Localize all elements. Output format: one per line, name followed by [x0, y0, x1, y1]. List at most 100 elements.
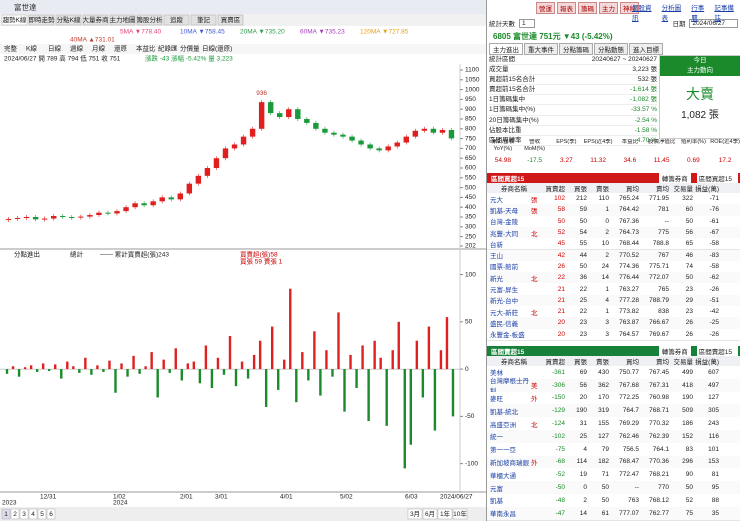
column-label: 買賣超	[545, 186, 566, 193]
header-link[interactable]: 分析圖表	[661, 5, 682, 22]
broker-row[interactable]: 華南永昌 -47 14 61 777.07 762.77 75 35	[487, 506, 740, 521]
tab[interactable]	[55, 14, 82, 26]
page-tab[interactable]	[37, 508, 47, 520]
net-bar	[144, 366, 147, 370]
toolbar-item[interactable]: 還原	[114, 44, 128, 53]
sub-total: 總計	[70, 250, 84, 259]
header-link[interactable]: 記事備註	[714, 5, 734, 22]
tab[interactable]	[136, 14, 163, 26]
net-bar	[367, 369, 370, 422]
net-bar	[234, 369, 238, 387]
broker-row[interactable]: 元大 張 102 212 110 765.24 771.95 322 -71	[487, 193, 740, 206]
candle-body	[132, 203, 138, 208]
broker-value: 764.73	[619, 229, 639, 237]
toolbar-item[interactable]: 本益比	[136, 44, 156, 53]
header-link[interactable]: 個股資訊	[632, 5, 652, 22]
broker-row[interactable]: 新加坡商瑞銀外 -68 114 182 768.47 770.36 296 153	[487, 455, 740, 470]
table-option[interactable]: 區間賣超15	[696, 346, 738, 356]
net-bar	[289, 288, 292, 370]
tab[interactable]	[190, 14, 217, 26]
broker-value: -58	[709, 262, 719, 270]
x-date-label: 12/31	[40, 494, 57, 501]
page-tab[interactable]	[10, 508, 20, 520]
stat-value: -1,614 張	[630, 86, 657, 94]
header-button[interactable]: 報表	[557, 2, 576, 14]
ma-legend: 120MA ▼727.85	[360, 29, 409, 36]
candle-body	[195, 175, 202, 184]
broker-row[interactable]: 元富 -50 0 50 -- 770 50 95	[487, 481, 740, 495]
page-tab-label: 2	[13, 511, 17, 518]
toolbar-item[interactable]: K線	[26, 44, 37, 53]
range-tab[interactable]	[407, 508, 423, 520]
y-tick-label: 500	[465, 184, 476, 191]
header-button[interactable]: 神秘	[620, 2, 639, 14]
net-bar	[156, 369, 159, 398]
toolbar-item[interactable]: 日線	[48, 44, 62, 53]
broker-value: 22	[557, 274, 565, 282]
broker-value: 22	[579, 308, 587, 316]
y-tick-label: 300	[465, 224, 476, 231]
toolbar-item[interactable]: 分價量	[180, 44, 200, 53]
tab[interactable]	[217, 14, 244, 26]
net-bar	[361, 345, 364, 370]
toolbar-item[interactable]: 日線(還原)	[202, 44, 232, 53]
header-button[interactable]: 營運	[536, 2, 555, 14]
broker-row[interactable]: 麥旺 外 -150 20 170 772.25 760.98 190 127	[487, 391, 740, 406]
date-input[interactable]: 2024/06/27	[689, 18, 738, 28]
broker-value: 763.87	[619, 319, 639, 327]
table-option[interactable]: 區間買超15	[696, 173, 738, 183]
page-tab[interactable]	[19, 508, 29, 520]
tab[interactable]	[109, 14, 136, 26]
ma-legend: 5MA ▼778.40	[120, 29, 162, 36]
page-tab[interactable]	[1, 508, 11, 520]
broker-row[interactable]: 第一一亞 -75 4 79 756.5 764.1 83 101	[487, 442, 740, 457]
sub-title: 分點進出	[14, 250, 40, 259]
net-bar	[78, 369, 81, 373]
broker-value: 25	[579, 432, 587, 440]
range-tab[interactable]	[452, 508, 468, 520]
tab[interactable]	[82, 14, 109, 26]
table-select[interactable]: 轉籌券商	[658, 173, 691, 183]
broker-value: 190	[682, 394, 693, 402]
broker-row[interactable]: 統一 -102 25 127 762.46 762.39 152 116	[487, 430, 740, 444]
broker-value: 764.1	[652, 445, 669, 453]
days-select[interactable]: 1	[519, 18, 535, 28]
toolbar-item[interactable]: 完整	[4, 44, 18, 53]
right-tab[interactable]: 主力進出	[489, 43, 523, 55]
right-tab[interactable]: 分點動態	[594, 43, 628, 55]
broker-value: 10	[601, 240, 609, 248]
page-tab[interactable]	[28, 508, 38, 520]
broker-row[interactable]: 高盛亞洲 北 -124 31 155 769.29 770.32 186 243	[487, 417, 740, 431]
x-date-label: 3/01	[215, 494, 228, 501]
net-bar	[385, 369, 388, 426]
toolbar-item[interactable]: 週線	[70, 44, 84, 53]
broker-row[interactable]: 永豐金-板盛 20 23 3 764.57 769.67 26 -26	[487, 328, 740, 341]
right-tab[interactable]: 分點籌碼	[559, 43, 593, 55]
broker-row[interactable]: 凱基-統北 -129 190 319 764.7 768.71 509 305	[487, 404, 740, 419]
fund-headers: 累計營收YoY(%) 營收MoM(%) EPS(季) EPS(近4季) 本益比 股價淨值比…	[487, 139, 740, 153]
ma-legend: 20MA ▼735.20	[240, 29, 285, 36]
tab[interactable]	[28, 14, 55, 26]
header-button[interactable]: 籌碼	[578, 2, 597, 14]
range-tab[interactable]	[422, 508, 438, 520]
net-bar	[228, 336, 232, 370]
broker-row[interactable]: 凱基 -48 2 50 763 768.12 52 88	[487, 494, 740, 508]
table-select[interactable]: 轉籌券商	[658, 346, 691, 356]
toolbar-item[interactable]: 紀錄匯	[158, 44, 178, 53]
range-tab[interactable]	[437, 508, 453, 520]
toolbar-item[interactable]: 月線	[92, 44, 106, 53]
tab[interactable]	[1, 14, 28, 26]
broker-name: 台灣-金陵	[490, 219, 519, 227]
header-link[interactable]: 行事曆	[691, 5, 705, 22]
broker-tag: 張	[531, 196, 538, 204]
tab[interactable]	[163, 14, 190, 26]
header-button[interactable]: 主力	[599, 2, 618, 14]
broker-value: 88	[711, 496, 719, 504]
right-tab[interactable]: 重大事件	[524, 43, 558, 55]
right-tab[interactable]: 進入目標	[629, 43, 663, 55]
broker-value: 768.47	[619, 458, 639, 466]
broker-row[interactable]: 華櫃大通 -52 19 71 772.47 768.21 90 81	[487, 468, 740, 483]
page-tab[interactable]	[46, 508, 56, 520]
broker-row[interactable]: 兆豐-大同 北 52 54 2 764.73 775 56 -67	[487, 226, 740, 240]
